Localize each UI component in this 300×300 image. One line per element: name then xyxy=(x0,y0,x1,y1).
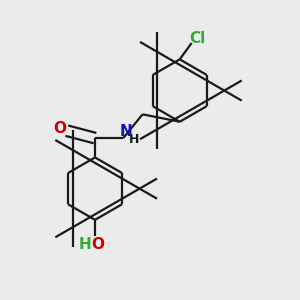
Text: H: H xyxy=(78,237,91,252)
Text: Cl: Cl xyxy=(189,31,206,46)
Text: O: O xyxy=(53,121,66,136)
Text: N: N xyxy=(119,124,132,139)
Text: O: O xyxy=(92,237,104,252)
Text: H: H xyxy=(129,133,140,146)
